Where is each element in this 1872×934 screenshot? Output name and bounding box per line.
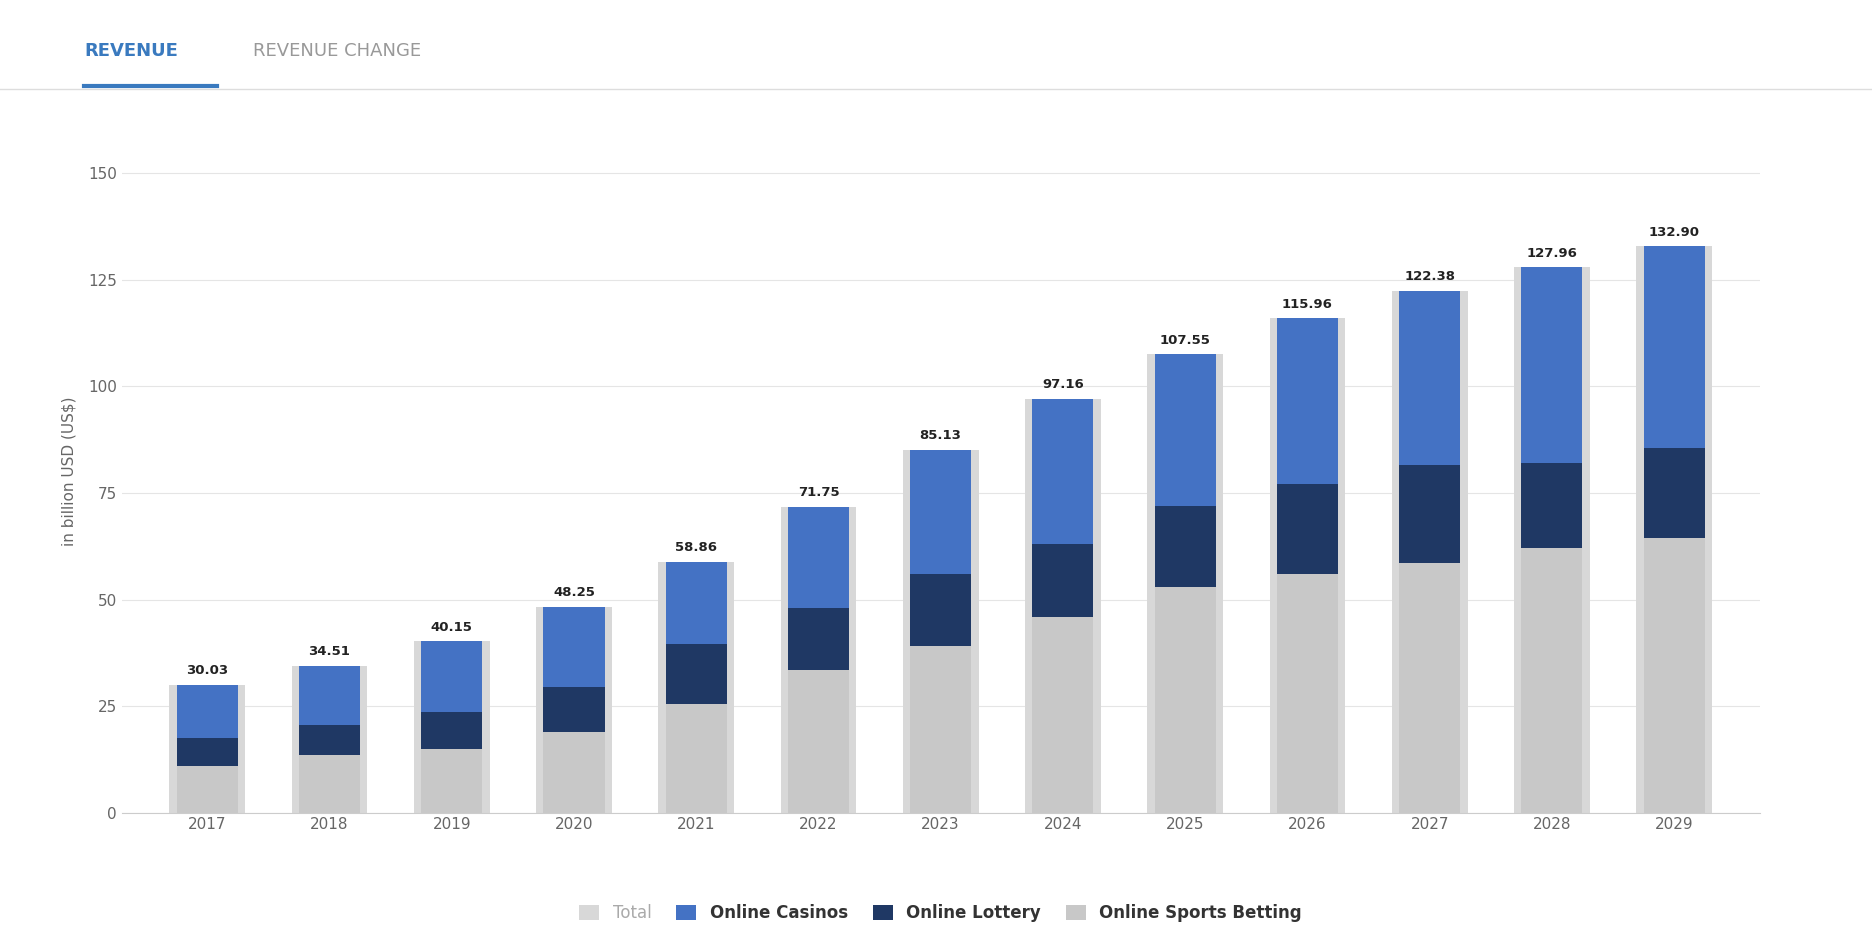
- Bar: [300, 755, 359, 813]
- Bar: [543, 607, 605, 686]
- Bar: [1522, 267, 1582, 463]
- Bar: [1391, 291, 1468, 813]
- Bar: [1155, 505, 1215, 587]
- Bar: [659, 561, 734, 813]
- Bar: [788, 507, 850, 608]
- Bar: [535, 607, 612, 813]
- Bar: [421, 642, 483, 713]
- Text: 40.15: 40.15: [431, 621, 472, 634]
- Bar: [300, 666, 359, 725]
- Bar: [666, 704, 726, 813]
- Bar: [781, 507, 856, 813]
- Bar: [1522, 548, 1582, 813]
- Text: REVENUE CHANGE: REVENUE CHANGE: [253, 42, 421, 61]
- Text: 132.90: 132.90: [1649, 226, 1700, 238]
- Bar: [1514, 267, 1589, 813]
- Bar: [421, 713, 483, 749]
- Bar: [1277, 573, 1338, 813]
- Bar: [666, 644, 726, 704]
- Text: 34.51: 34.51: [309, 644, 350, 658]
- Legend: Total, Online Casinos, Online Lottery, Online Sports Betting: Total, Online Casinos, Online Lottery, O…: [571, 896, 1310, 930]
- Bar: [1644, 247, 1705, 448]
- Bar: [543, 686, 605, 731]
- Text: 71.75: 71.75: [797, 487, 839, 499]
- Bar: [910, 573, 972, 646]
- Text: 127.96: 127.96: [1526, 247, 1578, 260]
- Bar: [1148, 354, 1222, 813]
- Text: 85.13: 85.13: [919, 429, 962, 442]
- Bar: [1155, 587, 1215, 813]
- Bar: [1644, 448, 1705, 538]
- Text: 30.03: 30.03: [185, 664, 228, 677]
- Text: 107.55: 107.55: [1161, 333, 1211, 347]
- Bar: [902, 450, 979, 813]
- Y-axis label: in billion USD (US$): in billion USD (US$): [62, 397, 77, 546]
- Bar: [788, 608, 850, 670]
- Bar: [1026, 399, 1101, 813]
- Bar: [1277, 318, 1338, 485]
- Bar: [1398, 563, 1460, 813]
- Bar: [666, 561, 726, 644]
- Bar: [421, 749, 483, 813]
- Bar: [1155, 354, 1215, 505]
- Bar: [1277, 485, 1338, 573]
- Bar: [1269, 318, 1346, 813]
- Bar: [414, 642, 490, 813]
- Bar: [910, 450, 972, 573]
- Bar: [1636, 247, 1713, 813]
- Bar: [543, 731, 605, 813]
- Bar: [1031, 616, 1093, 813]
- Bar: [1522, 463, 1582, 548]
- Bar: [176, 766, 238, 813]
- Text: REVENUE: REVENUE: [84, 42, 178, 61]
- Bar: [176, 738, 238, 766]
- Text: 58.86: 58.86: [676, 541, 717, 554]
- Bar: [300, 725, 359, 755]
- Bar: [176, 685, 238, 738]
- Bar: [1398, 465, 1460, 563]
- Bar: [1398, 291, 1460, 465]
- Bar: [788, 670, 850, 813]
- Bar: [1031, 399, 1093, 545]
- Text: 122.38: 122.38: [1404, 271, 1455, 283]
- Text: 48.25: 48.25: [552, 587, 595, 600]
- Bar: [168, 685, 245, 813]
- Text: 97.16: 97.16: [1043, 378, 1084, 390]
- Text: 115.96: 115.96: [1282, 298, 1333, 311]
- Bar: [1644, 538, 1705, 813]
- Bar: [1031, 545, 1093, 616]
- Bar: [292, 666, 367, 813]
- Bar: [910, 646, 972, 813]
